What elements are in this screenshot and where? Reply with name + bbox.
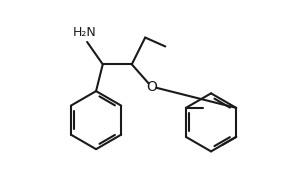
Text: O: O bbox=[147, 80, 157, 94]
Text: H₂N: H₂N bbox=[73, 26, 97, 39]
